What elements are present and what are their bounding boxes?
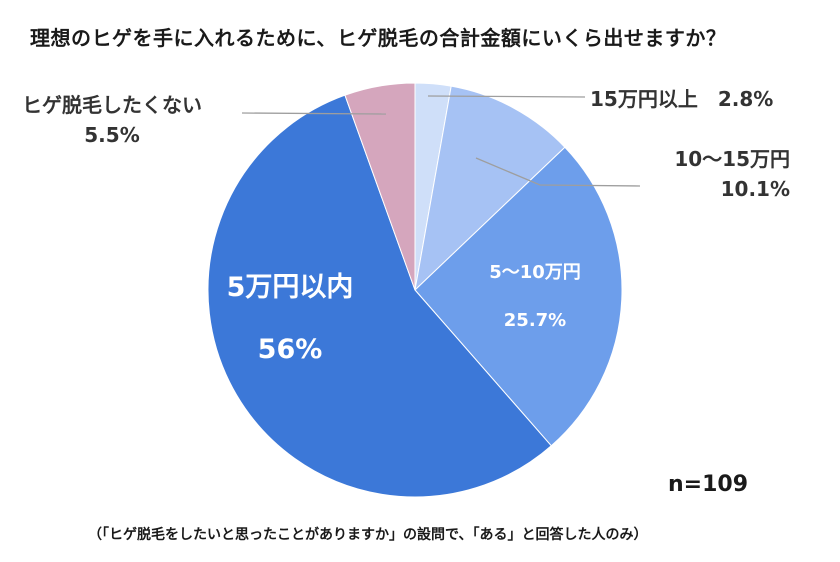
slice-labels: 15万円以上 2.8% 10〜15万円 10.1% 5〜10万円 25.7% 5万円以内 5… <box>22 87 790 365</box>
pie-slice-5-10man <box>414 146 623 447</box>
slice-label-5-10man: 5〜10万円 <box>489 262 581 283</box>
slice-value-5man-under: 56% <box>258 334 323 365</box>
slice-label-10-15man: 10〜15万円 <box>674 147 790 171</box>
slice-value-10-15man: 10.1% <box>721 177 790 201</box>
pie-slice-5man-under <box>207 94 552 498</box>
pie-slices <box>207 82 623 498</box>
leader-lines <box>241 95 641 187</box>
pie-slice-10-15man <box>414 85 566 292</box>
leader-line-15man-plus <box>427 95 586 98</box>
footnote: （「ヒゲ脱毛をしたいと思ったことがありますか」の設問で、「ある」と回答した人のみ… <box>88 527 648 543</box>
sample-size: n=109 <box>668 472 749 497</box>
pie-slice-no-wish <box>344 82 416 291</box>
slice-value-no-wish: 5.5% <box>84 123 139 147</box>
leader-line-no-wish <box>241 112 387 115</box>
slice-label-5man-under: 5万円以内 <box>227 272 354 303</box>
leader-line-10-15man <box>475 157 641 187</box>
slice-label-15man-plus: 15万円以上 2.8% <box>590 87 773 111</box>
slice-label-no-wish: ヒゲ脱毛したくない <box>22 93 202 117</box>
slice-value-5-10man: 25.7% <box>504 310 566 331</box>
chart-title: 理想のヒゲを手に入れるために、ヒゲ脱毛の合計金額にいくら出せますか？ <box>30 26 727 50</box>
